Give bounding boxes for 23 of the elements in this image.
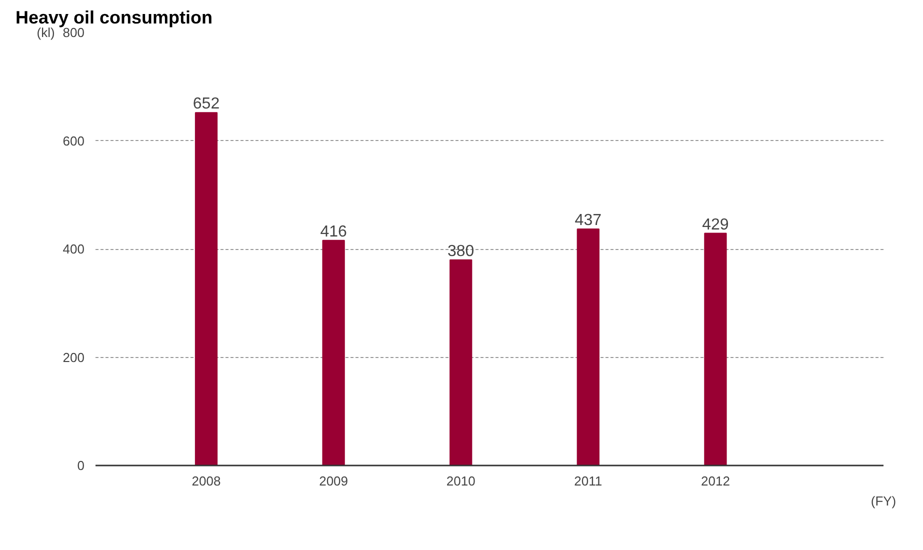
bar: [704, 232, 727, 466]
data-label: 380: [448, 242, 474, 260]
data-label: 652: [192, 96, 220, 113]
bar: [576, 228, 600, 466]
bar: [194, 112, 218, 466]
data-label: 429: [702, 216, 729, 234]
x-tick-label: 2011: [574, 474, 602, 488]
bar: [450, 259, 472, 466]
x-tick-label: 2008: [192, 474, 221, 488]
x-tick-label: 2010: [446, 474, 476, 488]
chart-title: Heavy oil consumption: [16, 8, 213, 28]
x-axis-title: (FY): [870, 494, 896, 508]
y-tick-label: 600: [62, 133, 85, 148]
y-tick-label: 800: [62, 25, 85, 40]
y-tick-label: 400: [62, 242, 85, 256]
x-tick-label: 2009: [319, 474, 348, 488]
bar: [322, 240, 345, 466]
y-axis-title: (kl): [36, 25, 55, 40]
y-tick-label: 0: [77, 458, 85, 473]
x-tick-label: 2012: [701, 474, 730, 488]
data-label: 437: [574, 212, 602, 229]
y-tick-label: 200: [62, 350, 85, 365]
data-label: 416: [320, 223, 348, 240]
